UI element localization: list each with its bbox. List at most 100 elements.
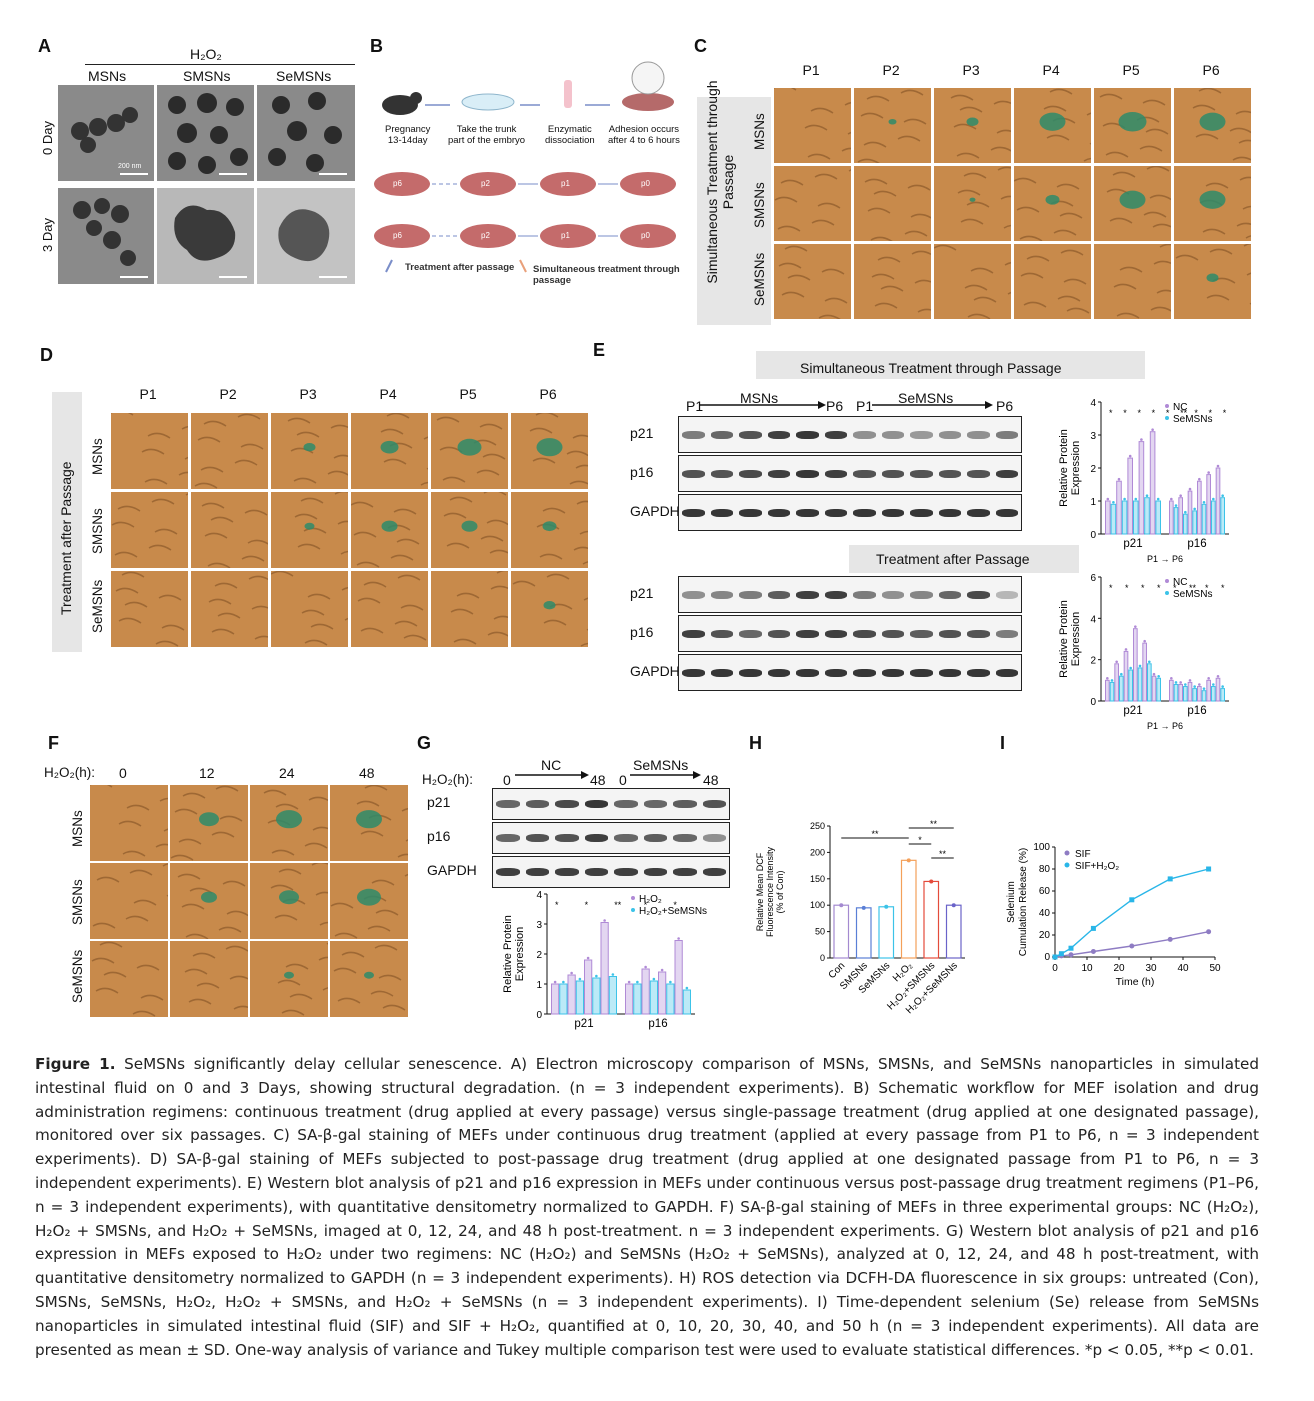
- blot-band: [853, 668, 876, 677]
- micrograph: [511, 413, 588, 489]
- micrograph: [170, 863, 248, 939]
- cell-fiber: [204, 532, 228, 539]
- micrograph-texture: [1113, 244, 1171, 319]
- blot-strip: [678, 615, 1022, 652]
- category-label: p16: [1187, 538, 1206, 550]
- micrograph-texture: [1039, 88, 1091, 162]
- bar-fill: [1178, 497, 1183, 534]
- cell-fiber: [375, 909, 399, 916]
- micrograph-texture: [270, 863, 328, 926]
- bar: [1128, 669, 1134, 702]
- blot-band: [710, 508, 733, 517]
- cell-fiber: [197, 436, 221, 443]
- title-box: [849, 545, 1079, 573]
- blot-band: [881, 668, 904, 677]
- title-box: [756, 351, 1145, 379]
- data-point: [1198, 477, 1201, 481]
- data-point: [1151, 428, 1154, 431]
- axis-note: P1 → P6: [1147, 721, 1183, 731]
- bar: [1147, 663, 1152, 702]
- micrograph: [1014, 244, 1091, 319]
- blot-band: [767, 508, 790, 517]
- data-point: [1174, 504, 1178, 507]
- group-label: Simultaneous Treatment through Passage: [704, 80, 736, 284]
- cell-fiber: [281, 1009, 305, 1016]
- cell-fiber: [207, 562, 231, 568]
- cell-fiber: [1059, 212, 1083, 219]
- y-label-line: Expression: [514, 927, 526, 981]
- micrograph-texture: [1020, 249, 1090, 314]
- micrograph: [250, 863, 328, 939]
- data-point: [1123, 497, 1126, 501]
- bar: [1149, 431, 1156, 535]
- blot-band: [995, 508, 1018, 517]
- bar: [923, 880, 940, 959]
- cell-fiber: [203, 420, 227, 427]
- bar-fill: [1147, 663, 1152, 701]
- data-point: [562, 980, 565, 984]
- cell-fiber: [296, 431, 320, 438]
- col-label: P5: [459, 386, 477, 402]
- micrograph: [934, 166, 1011, 241]
- col-label: P6: [539, 386, 557, 402]
- senescence-stain: [1045, 194, 1060, 205]
- cell-fiber: [219, 815, 243, 822]
- panel-label-e: E: [593, 340, 606, 360]
- cell-fiber: [539, 553, 563, 560]
- senescence-stain: [381, 520, 398, 532]
- bar-fill: [1133, 501, 1139, 534]
- bar-fill: [1197, 686, 1202, 701]
- cell-fiber: [92, 922, 116, 929]
- cell-fiber: [780, 179, 804, 186]
- data-point: [1184, 510, 1187, 514]
- cell-fiber: [111, 413, 134, 416]
- micrograph-texture: [934, 244, 1011, 319]
- legend-simul: Simultaneous treatment through passage: [533, 264, 680, 286]
- data-point: [1156, 497, 1160, 501]
- cell-fiber: [903, 118, 927, 125]
- cell-fiber: [1236, 222, 1251, 227]
- data-point: [1068, 952, 1074, 958]
- cell-fiber: [848, 169, 851, 172]
- blot-band: [910, 590, 933, 599]
- significance-mark: *: [1137, 408, 1141, 418]
- bar-fill: [633, 984, 641, 1014]
- y-tick-label: 4: [536, 890, 542, 901]
- blot-band: [643, 868, 667, 876]
- bar-fill: [1169, 680, 1174, 701]
- data-point: [1052, 954, 1058, 960]
- cell-fiber: [543, 619, 567, 626]
- cell-fiber: [1146, 166, 1170, 172]
- bar: [1178, 683, 1183, 702]
- dish-label: p0: [641, 231, 650, 240]
- legend-after: Treatment after passage: [405, 262, 515, 273]
- cell-fiber: [293, 477, 317, 484]
- y-tick-label: 50: [815, 927, 825, 937]
- micrograph-texture: [287, 417, 348, 484]
- bar-fill: [1124, 651, 1128, 701]
- cell-fiber: [1046, 134, 1070, 141]
- senescence-stain: [1199, 190, 1226, 209]
- bar: [1114, 663, 1120, 702]
- cell-fiber: [404, 873, 408, 877]
- cell-fiber: [271, 571, 294, 577]
- micrograph-texture: [774, 88, 851, 160]
- cell-fiber: [897, 135, 921, 142]
- cell-fiber: [1239, 176, 1251, 181]
- panel-label-f: F: [48, 733, 59, 753]
- significance-mark: *: [585, 900, 589, 910]
- group-arrows: [515, 771, 701, 779]
- cell-fiber: [400, 604, 424, 611]
- panel-label-b: B: [370, 36, 383, 56]
- cell-fiber: [185, 933, 209, 939]
- cell-fiber: [215, 785, 239, 792]
- blot-label: p16: [630, 623, 654, 640]
- bar-fill: [1144, 497, 1150, 534]
- y-tick-label: 3: [1090, 431, 1096, 442]
- cell-fiber: [181, 425, 188, 430]
- bar: [1133, 500, 1139, 535]
- blot-label: GAPDH: [630, 662, 680, 679]
- significance-mark: *: [1109, 408, 1113, 418]
- cell-fiber: [278, 868, 302, 875]
- bar: [878, 906, 895, 959]
